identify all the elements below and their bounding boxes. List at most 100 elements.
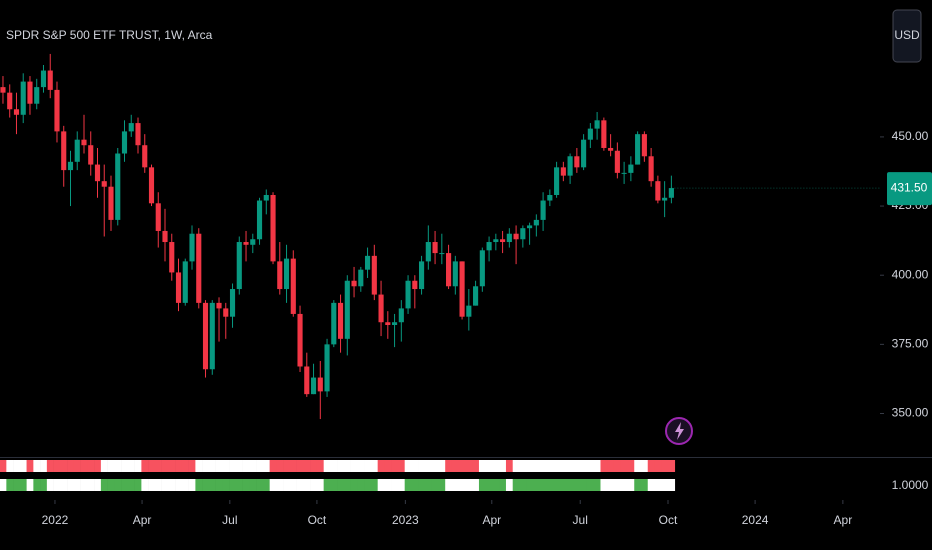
indicator-cell bbox=[580, 460, 588, 472]
indicator-cell bbox=[148, 460, 156, 472]
indicator-cell bbox=[472, 479, 480, 491]
indicator-cell bbox=[492, 479, 500, 491]
candle-body bbox=[250, 239, 256, 245]
candle-body bbox=[81, 139, 87, 146]
indicator-cell bbox=[431, 479, 439, 491]
indicator-cell bbox=[451, 460, 460, 472]
indicator-cell bbox=[46, 460, 54, 472]
indicator-cell bbox=[404, 460, 412, 472]
indicator-cell bbox=[168, 460, 176, 472]
indicator-cell bbox=[168, 479, 176, 491]
indicator-cell bbox=[559, 479, 568, 491]
indicator-cell bbox=[492, 460, 500, 472]
indicator-cell bbox=[195, 479, 203, 491]
indicator-cell bbox=[357, 479, 365, 491]
last-price-box bbox=[887, 172, 932, 206]
candle-body bbox=[209, 302, 215, 370]
indicator-cell bbox=[6, 479, 14, 491]
candle-body bbox=[608, 147, 614, 151]
candle-body bbox=[648, 156, 654, 182]
currency-label[interactable]: USD bbox=[894, 28, 920, 42]
candle-body bbox=[628, 164, 634, 173]
indicator-cell bbox=[208, 479, 216, 491]
indicator-cell bbox=[87, 479, 95, 491]
indicator-cell bbox=[505, 460, 514, 472]
indicator-cell bbox=[384, 460, 392, 472]
indicator-cell bbox=[114, 479, 122, 491]
indicator-cell bbox=[377, 479, 385, 491]
candle-body bbox=[304, 366, 310, 395]
indicator-cell bbox=[202, 460, 210, 472]
indicator-cell bbox=[323, 460, 331, 472]
indicator-cell bbox=[418, 479, 426, 491]
candle-body bbox=[270, 195, 276, 262]
x-tick-label: Jul bbox=[222, 513, 237, 527]
candle-body bbox=[486, 242, 492, 251]
candle-body bbox=[520, 228, 526, 240]
candle-body bbox=[405, 280, 411, 309]
candle-body bbox=[148, 167, 155, 204]
indicator-cell bbox=[269, 460, 277, 472]
indicator-cell bbox=[26, 479, 34, 491]
candle-body bbox=[378, 294, 384, 323]
candle-body bbox=[155, 203, 161, 231]
indicator-cell bbox=[107, 460, 115, 472]
indicator-cell bbox=[539, 479, 547, 491]
flash-glyph[interactable] bbox=[675, 422, 684, 440]
indicator-cell bbox=[330, 460, 338, 472]
y-tick-label: 350.00 bbox=[892, 406, 929, 420]
indicator-cell bbox=[627, 479, 635, 491]
indicator-cell bbox=[296, 479, 304, 491]
x-tick-label: Apr bbox=[834, 513, 853, 527]
flash-icon[interactable] bbox=[665, 417, 693, 445]
candle-body bbox=[243, 242, 249, 245]
indicator-cell bbox=[188, 460, 196, 472]
candle-body bbox=[668, 188, 674, 198]
indicator-cell bbox=[276, 460, 284, 472]
indicator-cell bbox=[553, 460, 561, 472]
indicator-cell bbox=[397, 479, 405, 491]
candle-body bbox=[40, 70, 47, 88]
indicator-cell bbox=[370, 460, 378, 472]
indicator-cell bbox=[46, 479, 54, 491]
indicator-cell bbox=[445, 460, 453, 472]
indicator-cell bbox=[0, 479, 7, 491]
x-tick-label: Apr bbox=[482, 513, 501, 527]
indicator-cell bbox=[114, 460, 122, 472]
indicator-cell bbox=[364, 479, 372, 491]
indicator-cell bbox=[175, 460, 183, 472]
indicator-cell bbox=[303, 460, 311, 472]
indicator-cell bbox=[573, 479, 581, 491]
candle-body bbox=[7, 92, 13, 110]
indicator-cell bbox=[607, 460, 615, 472]
indicator-cell bbox=[94, 479, 102, 491]
candle-body bbox=[121, 131, 128, 154]
candle-body bbox=[317, 377, 323, 392]
indicator-cell bbox=[566, 479, 574, 491]
indicator-cell bbox=[532, 460, 541, 472]
indicator-cell bbox=[526, 479, 534, 491]
indicator-cell bbox=[431, 460, 439, 472]
candle-body bbox=[641, 134, 647, 157]
candle-body bbox=[13, 109, 20, 115]
currency-button[interactable]: USD bbox=[892, 9, 922, 63]
indicator-cell bbox=[249, 479, 257, 491]
indicator-cell bbox=[661, 479, 669, 491]
indicator-cell bbox=[276, 479, 284, 491]
indicator-cell bbox=[337, 479, 345, 491]
candle-body bbox=[162, 230, 168, 243]
indicator-cell bbox=[627, 460, 635, 472]
currency-button-frame[interactable] bbox=[892, 9, 922, 63]
candle-body bbox=[473, 286, 479, 306]
indicator-cell bbox=[451, 479, 460, 491]
candle-body bbox=[263, 195, 269, 201]
candle-body bbox=[88, 145, 94, 165]
x-tick-label: 2022 bbox=[42, 513, 69, 527]
indicator-cell bbox=[296, 460, 304, 472]
candle-body bbox=[533, 219, 539, 226]
indicator-cell bbox=[127, 479, 135, 491]
indicator-cell bbox=[418, 460, 426, 472]
indicator-cell bbox=[337, 460, 345, 472]
indicator-cell bbox=[613, 460, 622, 472]
last-price-label: 431.50 bbox=[891, 180, 928, 194]
